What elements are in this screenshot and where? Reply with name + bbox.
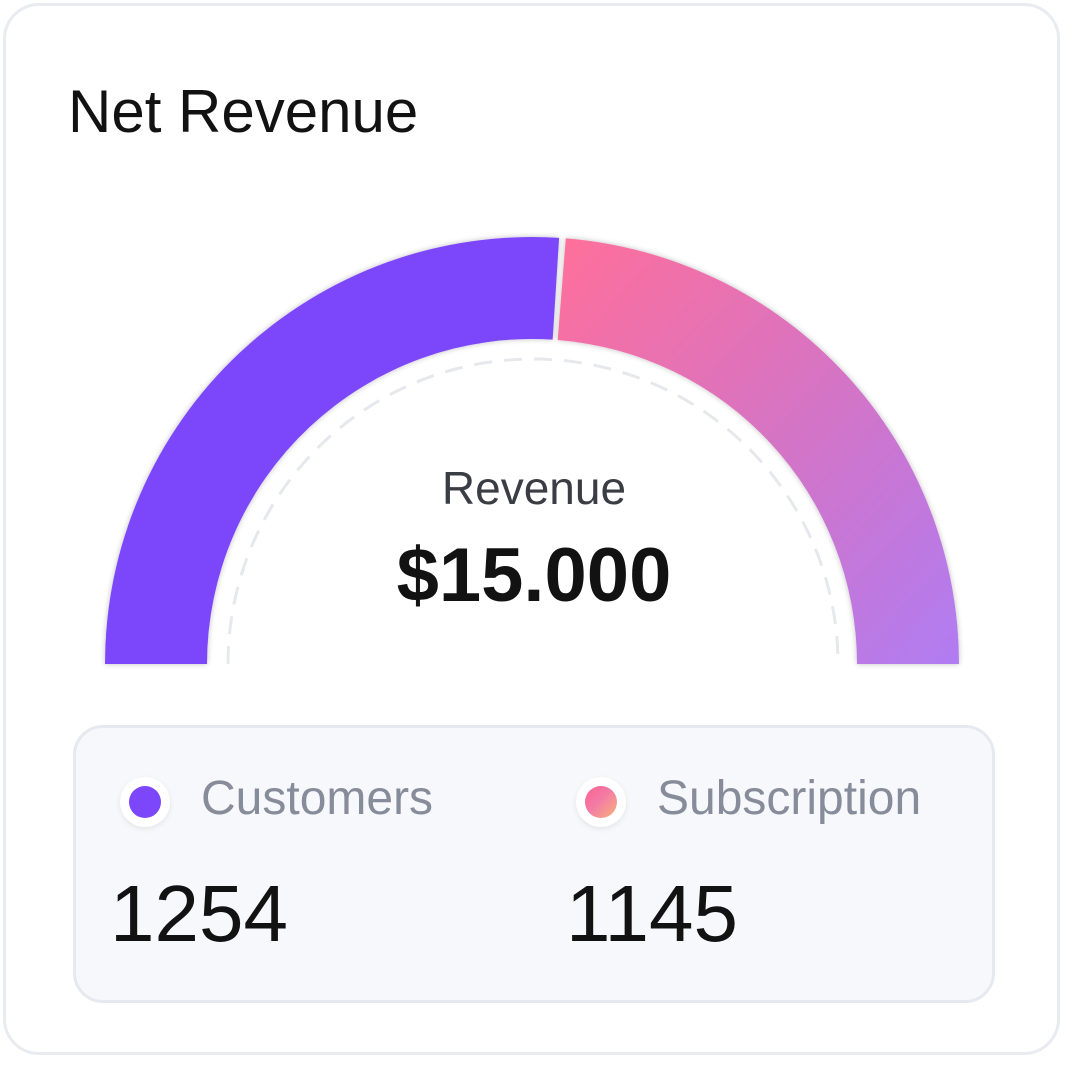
customers-color-dot — [129, 786, 161, 818]
gauge-center-value: $15.000 — [396, 533, 672, 618]
purple-dot-icon — [120, 777, 170, 827]
legend-label-customers: Customers — [201, 772, 434, 825]
gauge-center-label: Revenue — [441, 462, 627, 514]
gauge-segment-subscription — [557, 238, 959, 664]
subscription-color-dot — [585, 786, 617, 818]
legend-value-subscription: 1145 — [566, 869, 739, 958]
legend-item-customers: Customers 1254 — [76, 728, 536, 1000]
legend-item-subscription: Subscription 1145 — [536, 728, 996, 1000]
card-title: Net Revenue — [68, 78, 419, 145]
gauge-segment-customers — [105, 236, 560, 664]
legend-value-customers: 1254 — [110, 869, 288, 958]
revenue-gauge-chart — [105, 236, 959, 665]
legend-label-subscription: Subscription — [657, 772, 922, 825]
legend-panel: Customers 1254 Subscription 1145 — [73, 725, 995, 1003]
gradient-dot-icon — [576, 777, 626, 827]
